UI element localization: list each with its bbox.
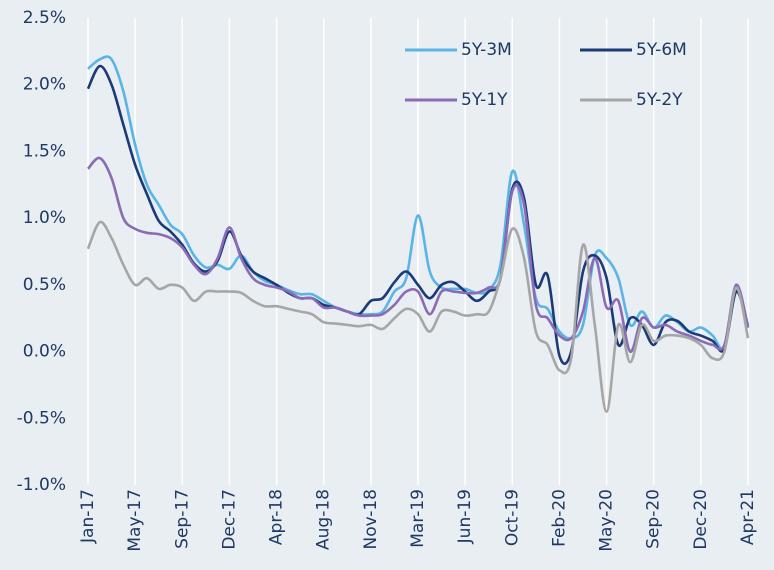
legend-label: 5Y-3M <box>461 40 512 60</box>
y-tick-label: -1.0% <box>17 475 66 495</box>
y-tick-label: -0.5% <box>17 408 66 428</box>
x-tick-label: Sep-20 <box>644 489 664 549</box>
legend-label: 5Y-2Y <box>636 90 683 110</box>
legend-label: 5Y-1Y <box>461 90 508 110</box>
y-tick-label: 2.0% <box>23 75 66 95</box>
x-tick-label: Jun-19 <box>455 489 475 544</box>
series-line <box>86 64 750 365</box>
x-tick-label: Dec-20 <box>691 489 711 550</box>
y-tick-label: 1.5% <box>23 141 66 161</box>
y-tick-label: 2.5% <box>23 8 66 28</box>
x-tick-label: May-17 <box>125 489 145 552</box>
series-line <box>86 220 750 413</box>
x-tick-label: Sep-17 <box>172 489 192 549</box>
x-tick-label: Nov-18 <box>361 489 381 550</box>
y-tick-label: 0.5% <box>23 275 66 295</box>
y-tick-label: 0.0% <box>23 342 66 362</box>
x-tick-label: Oct-19 <box>502 489 522 546</box>
y-tick-label: 1.0% <box>23 208 66 228</box>
x-tick-label: Apr-21 <box>738 489 758 545</box>
x-tick-label: Apr-18 <box>267 489 287 545</box>
x-tick-label: Jan-17 <box>78 489 98 544</box>
x-tick-label: Feb-20 <box>549 489 569 547</box>
legend-label: 5Y-6M <box>636 40 687 60</box>
x-tick-label: Dec-17 <box>219 489 239 550</box>
x-tick-label: May-20 <box>597 489 617 552</box>
series-line <box>87 156 750 353</box>
x-tick-label: Aug-18 <box>314 489 334 550</box>
x-tick-label: Mar-19 <box>408 489 428 548</box>
